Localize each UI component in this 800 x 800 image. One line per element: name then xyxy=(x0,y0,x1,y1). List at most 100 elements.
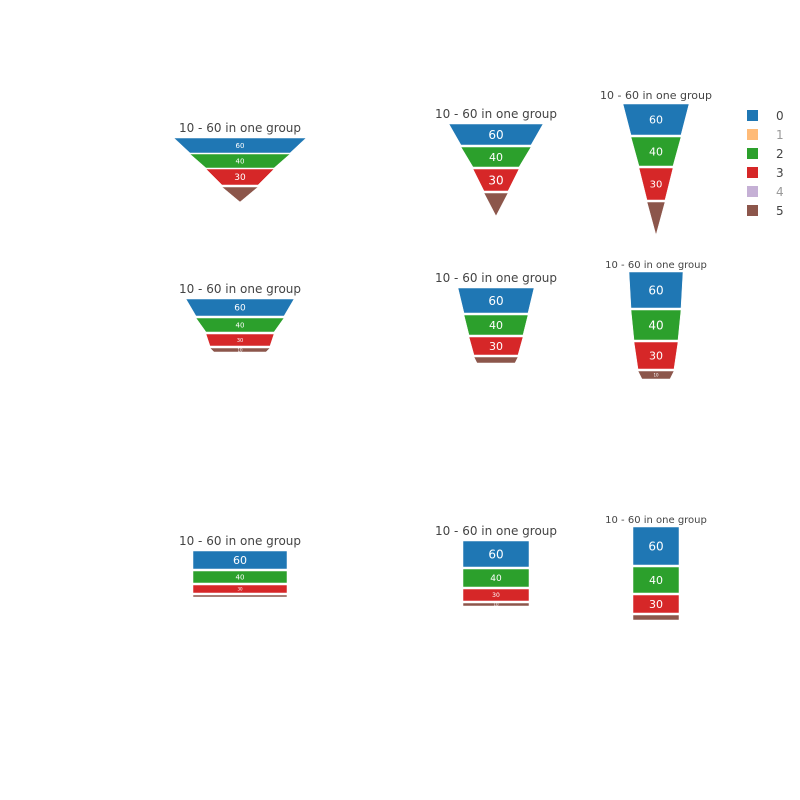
funnel-segment-green[interactable] xyxy=(630,309,682,341)
legend-item-3[interactable]: 3 xyxy=(744,163,798,182)
funnel-panel-1: 10 - 60 in one group 60 40 30 xyxy=(173,121,307,203)
funnel-segment-label: 40 xyxy=(649,574,663,587)
funnel-segment-label: 30 xyxy=(234,173,246,183)
funnel-segment-label: 60 xyxy=(233,554,247,567)
funnel-segment-label: 10 xyxy=(493,602,499,607)
funnel-segment-brown[interactable] xyxy=(192,594,288,598)
legend-label: 1 xyxy=(776,127,784,142)
funnel-segment-label: 30 xyxy=(649,598,663,611)
funnel-segment-label: 60 xyxy=(236,142,245,150)
funnel-segment-red[interactable] xyxy=(638,167,674,201)
funnel-segment-label: 30 xyxy=(237,586,243,591)
legend-swatch xyxy=(747,167,758,178)
funnel-segment-blue[interactable] xyxy=(173,137,307,154)
funnel-title: 10 - 60 in one group xyxy=(179,534,301,548)
funnel-segment-label: 60 xyxy=(488,128,503,142)
legend-swatch xyxy=(747,129,758,140)
funnel-segment-blue[interactable] xyxy=(462,540,530,568)
legend: 0 1 2 3 4 5 xyxy=(744,106,798,220)
legend-swatch xyxy=(747,110,758,121)
funnel-panel-2: 10 - 60 in one group 60 40 30 xyxy=(435,107,557,217)
funnel-segment-blue[interactable] xyxy=(457,287,535,314)
funnel-title: 10 - 60 in one group xyxy=(435,271,557,285)
funnel-segment-label: 60 xyxy=(488,294,503,308)
funnel-panel-6: 10 - 60 in one group 60 40 30 10 xyxy=(605,260,707,380)
legend-label: 2 xyxy=(776,146,784,161)
funnel-segment-brown[interactable] xyxy=(209,347,271,353)
funnel-segment-green[interactable] xyxy=(195,317,285,333)
funnel-segment-label: 60 xyxy=(648,539,663,553)
funnel-segment-label: 40 xyxy=(489,151,503,164)
funnel-segment-label: 30 xyxy=(649,349,663,362)
funnel-segment-blue[interactable] xyxy=(192,550,288,570)
funnel-segment-label: 40 xyxy=(236,574,245,582)
funnel-segment-label: 10 xyxy=(237,347,243,352)
funnel-panel-4: 10 - 60 in one group 60 40 30 10 xyxy=(179,282,301,352)
funnel-segment-green[interactable] xyxy=(462,568,530,588)
funnel-segment-label: 60 xyxy=(648,283,663,297)
funnel-segment-blue[interactable] xyxy=(185,298,295,317)
funnel-title: 10 - 60 in one group xyxy=(435,107,557,121)
funnel-segment-label: 10 xyxy=(653,372,659,377)
funnel-segment-brown[interactable] xyxy=(637,370,675,380)
funnel-segment-red[interactable] xyxy=(205,168,275,186)
funnel-segment-brown[interactable] xyxy=(473,356,519,364)
funnel-segment-blue[interactable] xyxy=(632,526,680,566)
funnel-panel-9: 10 - 60 in one group 60 40 30 xyxy=(605,515,707,621)
funnel-panel-3: 10 - 60 in one group 60 40 30 xyxy=(600,89,712,236)
funnel-panel-5: 10 - 60 in one group 60 40 30 xyxy=(435,271,557,364)
funnel-segment-label: 40 xyxy=(489,319,503,332)
funnel-segment-label: 60 xyxy=(649,113,663,126)
funnel-title: 10 - 60 in one group xyxy=(435,524,557,538)
funnel-segment-label: 30 xyxy=(237,338,243,344)
funnel-segment-red[interactable] xyxy=(468,336,524,356)
funnel-segment-brown[interactable] xyxy=(462,602,530,607)
legend-label: 0 xyxy=(776,108,784,123)
funnel-segment-label: 60 xyxy=(488,547,503,561)
funnel-segment-red[interactable] xyxy=(472,168,520,192)
funnel-segment-green[interactable] xyxy=(630,136,682,167)
funnel-segment-brown[interactable] xyxy=(221,186,259,203)
funnel-title: 10 - 60 in one group xyxy=(600,89,712,102)
funnel-segment-brown[interactable] xyxy=(646,201,666,236)
funnel-segment-label: 30 xyxy=(492,592,500,599)
funnel-segment-label: 30 xyxy=(650,180,663,191)
legend-swatch xyxy=(747,186,758,197)
funnel-segment-green[interactable] xyxy=(189,153,291,169)
funnel-segment-green[interactable] xyxy=(192,570,288,584)
funnel-segment-red[interactable] xyxy=(633,341,679,370)
funnel-segment-label: 30 xyxy=(489,340,503,353)
legend-item-1[interactable]: 1 xyxy=(744,125,798,144)
legend-label: 4 xyxy=(776,184,784,199)
funnel-title: 10 - 60 in one group xyxy=(179,282,301,296)
funnel-segment-blue[interactable] xyxy=(622,103,690,136)
funnel-panel-8: 10 - 60 in one group 60 40 30 10 xyxy=(435,524,557,607)
funnel-segment-label: 40 xyxy=(236,322,245,330)
funnel-segment-green[interactable] xyxy=(632,566,680,594)
funnel-segment-blue[interactable] xyxy=(448,123,544,146)
legend-item-2[interactable]: 2 xyxy=(744,144,798,163)
legend-item-0[interactable]: 0 xyxy=(744,106,798,125)
funnel-segment-green[interactable] xyxy=(463,314,529,336)
legend-label: 3 xyxy=(776,165,784,180)
legend-item-4[interactable]: 4 xyxy=(744,182,798,201)
funnel-title: 10 - 60 in one group xyxy=(605,515,707,526)
funnel-segment-red[interactable] xyxy=(192,584,288,594)
funnel-title: 10 - 60 in one group xyxy=(605,260,707,271)
funnel-title: 10 - 60 in one group xyxy=(179,121,301,135)
legend-item-5[interactable]: 5 xyxy=(744,201,798,220)
funnel-segment-brown[interactable] xyxy=(483,192,509,217)
funnel-segment-red[interactable] xyxy=(632,594,680,614)
legend-label: 5 xyxy=(776,203,784,218)
funnel-panel-7: 10 - 60 in one group 60 40 30 xyxy=(179,534,301,598)
funnel-segment-label: 60 xyxy=(234,304,246,314)
funnel-segment-red[interactable] xyxy=(205,333,275,347)
funnel-segment-brown[interactable] xyxy=(632,614,680,621)
funnel-segment-label: 40 xyxy=(649,145,663,158)
funnel-segment-red[interactable] xyxy=(462,588,530,602)
funnel-segment-blue[interactable] xyxy=(628,271,684,309)
funnel-segment-label: 40 xyxy=(490,574,502,584)
funnel-segment-green[interactable] xyxy=(460,146,532,168)
legend-swatch xyxy=(747,205,758,216)
